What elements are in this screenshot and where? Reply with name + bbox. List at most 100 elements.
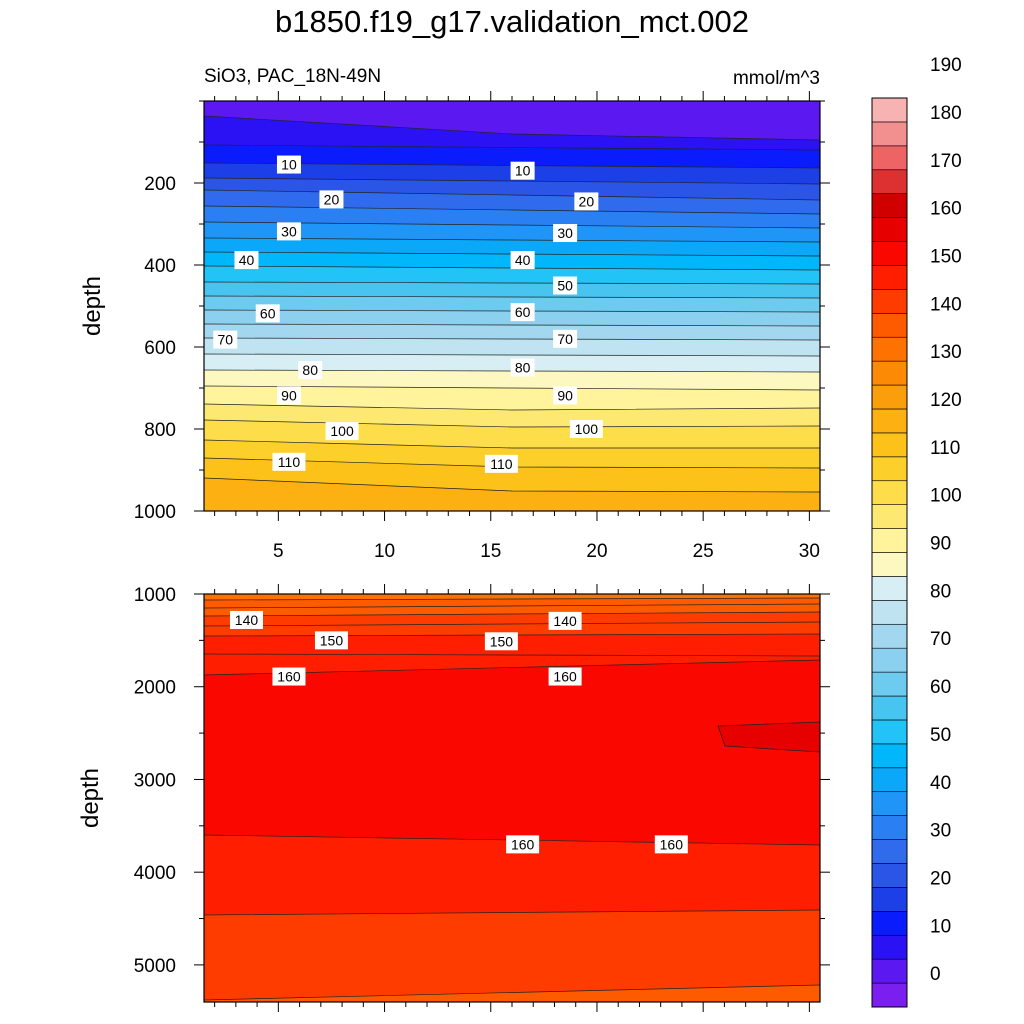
upper-y-axis-label: depth — [79, 276, 106, 336]
contour-label: 80 — [510, 358, 535, 377]
contour-label-text: 160 — [277, 669, 301, 685]
lower-y-tick-label: 4000 — [134, 863, 176, 884]
colorbar-label: 100 — [930, 486, 962, 507]
contour-label-text: 40 — [239, 252, 255, 268]
upper-y-tick-label: 1000 — [134, 502, 176, 523]
contour-band — [204, 266, 820, 284]
contour-band — [204, 622, 820, 636]
contour-label-box — [276, 386, 301, 405]
contour-line — [204, 177, 820, 185]
colorbar-label: 50 — [930, 725, 951, 746]
contour-label-box — [229, 610, 263, 629]
colorbar-swatch — [871, 600, 908, 625]
colorbar-swatch — [871, 958, 908, 984]
contour-line — [204, 205, 820, 215]
contour-label-text: 60 — [260, 305, 276, 321]
colorbar-swatch — [871, 265, 908, 290]
colorbar-label: 80 — [930, 581, 951, 602]
contour-label: 160 — [548, 667, 582, 686]
colorbar-swatch — [871, 576, 908, 601]
contour-label-box — [553, 386, 578, 405]
contour-line — [204, 115, 820, 141]
lower-y-tick-label: 2000 — [134, 678, 176, 699]
colorbar-swatch — [871, 121, 908, 147]
contour-label-box — [553, 329, 578, 348]
colorbar-label: 110 — [930, 438, 960, 459]
contour-label: 60 — [510, 303, 535, 322]
contour-line — [204, 611, 820, 617]
contour-label-text: 70 — [557, 331, 573, 347]
colorbar-swatch — [871, 887, 908, 912]
contour-label-box — [553, 276, 578, 295]
colorbar-label: 180 — [930, 103, 962, 124]
lower-contour-field — [204, 594, 820, 1002]
contour-label-box — [654, 835, 688, 854]
contour-band — [204, 458, 820, 492]
variable-region-label: SiO3, PAC_18N-49N — [204, 66, 382, 87]
contour-label-box — [484, 454, 518, 473]
contour-band — [204, 654, 820, 675]
contour-label-box — [484, 632, 518, 651]
contour-band — [204, 985, 820, 1002]
colorbar-swatch — [871, 863, 908, 888]
contour-label: 30 — [553, 224, 578, 243]
contour-label-box — [510, 161, 535, 180]
contour-label: 100 — [569, 420, 603, 438]
upper-x-tick-label: 15 — [480, 541, 501, 562]
contour-label-text: 20 — [579, 193, 595, 209]
colorbar-swatch — [871, 456, 908, 482]
contour-label: 90 — [553, 386, 578, 405]
contour-band — [204, 598, 820, 608]
contour-label: 100 — [325, 422, 359, 441]
contour-label-text: 30 — [281, 223, 297, 239]
colorbar-swatch — [871, 97, 908, 123]
contour-label: 70 — [213, 330, 238, 349]
contour-band — [204, 206, 820, 228]
contour-label: 90 — [276, 386, 301, 405]
contour-label-box — [255, 304, 280, 323]
contour-label: 10 — [510, 161, 535, 180]
lower-y-tick-label: 5000 — [134, 956, 176, 977]
lower-y-tick-label: 3000 — [134, 770, 176, 791]
colorbar-label: 40 — [930, 773, 951, 794]
contour-band — [717, 721, 820, 753]
upper-x-tick-label: 5 — [273, 541, 284, 562]
contour-line — [204, 603, 820, 609]
colorbar-label: 30 — [930, 821, 951, 842]
colorbar-label: 90 — [930, 534, 951, 555]
contour-label-text: 30 — [557, 225, 573, 241]
units-label: mmol/m^3 — [732, 68, 820, 89]
contour-label-box — [298, 360, 323, 379]
contour-label: 110 — [484, 454, 518, 473]
colorbar-label: 60 — [930, 677, 951, 698]
contour-line — [204, 653, 820, 657]
contour-label-text: 40 — [515, 252, 531, 268]
contour-line — [204, 337, 820, 341]
colorbar-label: 150 — [930, 246, 962, 267]
contour-band — [204, 238, 820, 256]
colorbar-label: 140 — [930, 294, 962, 315]
contour-band — [204, 145, 820, 168]
colorbar-label: 130 — [930, 342, 962, 363]
colorbar-label: 10 — [930, 916, 951, 937]
colorbar-swatch — [871, 169, 908, 194]
colorbar-swatch — [871, 217, 908, 242]
contour-label-box — [276, 155, 301, 174]
colorbar-swatch — [871, 982, 908, 1008]
lower-y-tick-label: 1000 — [134, 585, 176, 606]
contour-label-text: 110 — [278, 454, 301, 470]
contour-label: 80 — [298, 360, 323, 379]
colorbar-swatch — [871, 289, 908, 314]
contour-label-box — [325, 422, 359, 441]
contour-label: 60 — [255, 304, 280, 323]
contour-line — [204, 281, 820, 285]
contour-label-text: 140 — [235, 612, 259, 628]
colorbar-swatch — [871, 695, 908, 721]
colorbar-label: 190 — [930, 55, 962, 76]
colorbar-swatch — [871, 528, 908, 553]
contour-label-box — [234, 251, 259, 270]
colorbar-swatch — [871, 647, 908, 673]
contour-label-text: 100 — [330, 423, 354, 439]
contour-label-text: 100 — [575, 421, 599, 437]
contour-label: 150 — [314, 631, 348, 650]
